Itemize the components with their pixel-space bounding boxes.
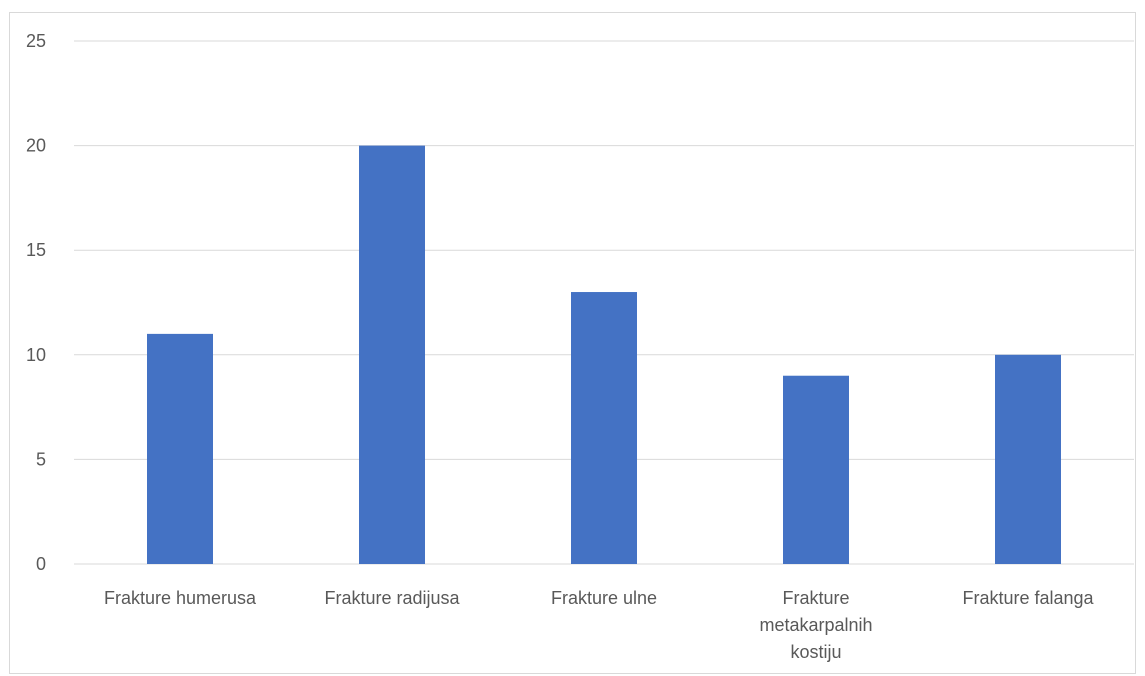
x-category-label: Frakture radijusa [324, 588, 460, 608]
y-tick-label: 20 [26, 136, 46, 156]
x-category-label: Frakture falanga [962, 588, 1094, 608]
y-tick-label: 25 [26, 31, 46, 51]
x-category-label: Frakture humerusa [104, 588, 257, 608]
bars [147, 145, 1061, 564]
bar [359, 145, 425, 564]
bar [995, 354, 1061, 564]
y-tick-label: 0 [36, 554, 46, 574]
x-axis-category-labels: Frakture humerusa Frakture radijusa Fraktu… [104, 588, 1095, 662]
y-tick-label: 5 [36, 449, 46, 469]
y-axis-tick-labels: 0 5 10 15 20 25 [26, 31, 46, 574]
y-tick-label: 10 [26, 345, 46, 365]
y-tick-label: 15 [26, 240, 46, 260]
bar [783, 375, 849, 564]
bar [147, 333, 213, 564]
x-category-label: Frakture ulne [551, 588, 657, 608]
gridlines [74, 40, 1134, 565]
x-category-label: Frakture metakarpalnih kostiju [759, 588, 872, 662]
bar [571, 292, 637, 564]
